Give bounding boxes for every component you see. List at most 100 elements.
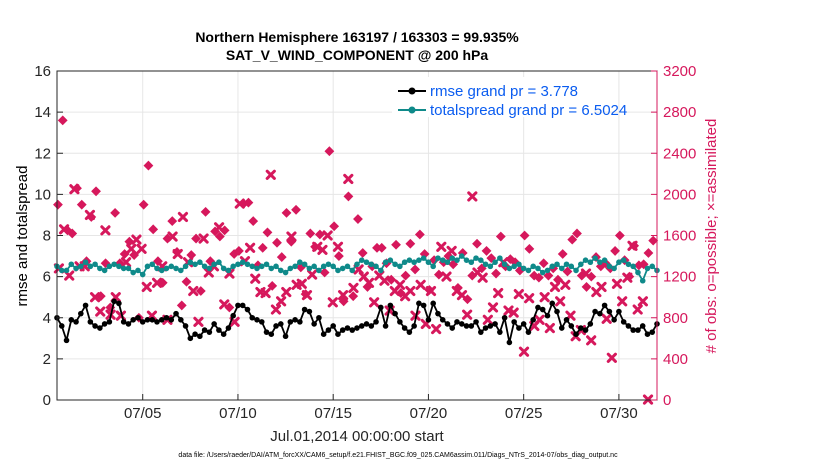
obs-possible-point (143, 160, 154, 171)
totalspread-point (468, 259, 475, 266)
rmse-point (587, 321, 594, 327)
totalspread-point (149, 261, 156, 268)
obs-assimilated-point (369, 297, 380, 308)
totalspread-point (325, 261, 332, 268)
totalspread-point (225, 267, 232, 274)
obs-assimilated-point (606, 352, 617, 363)
totalspread-point (449, 255, 456, 261)
obs-assimilated-point (131, 234, 142, 245)
obs-possible-point (281, 207, 292, 218)
obs-assimilated-point (95, 306, 106, 317)
obs-possible-point (414, 229, 425, 240)
rmse-point (225, 325, 232, 331)
totalspread-point (116, 263, 122, 270)
x-tick-label: 07/15 (314, 405, 352, 422)
obs-assimilated-point (493, 287, 504, 299)
rmse-point (139, 319, 146, 325)
totalspread-point (125, 265, 132, 272)
rmse-point (601, 302, 608, 309)
rmse-point (406, 329, 413, 335)
left-tick-label: 4 (43, 310, 51, 327)
obs-possible-point (276, 252, 287, 262)
legend-spread-marker (408, 106, 416, 114)
rmse-point (378, 304, 384, 311)
obs-possible-point (267, 280, 278, 291)
obs-possible-point (410, 264, 421, 275)
totalspread-point (287, 265, 294, 272)
totalspread-point (201, 263, 208, 270)
totalspread-point (568, 263, 575, 270)
totalspread-point (473, 255, 479, 261)
rmse-point (411, 323, 417, 329)
rmse-point (97, 325, 103, 331)
totalspread-point (439, 257, 446, 263)
rmse-point (630, 327, 636, 333)
obs-possible-point (524, 243, 535, 254)
rmse-point (320, 331, 327, 338)
rmse-point (558, 325, 565, 331)
rmse-point (282, 333, 289, 340)
totalspread-point (82, 259, 89, 266)
obs-assimilated-point (405, 285, 416, 297)
obs-possible-point (376, 242, 387, 253)
obs-possible-point (262, 227, 273, 238)
rmse-point (78, 310, 84, 317)
obs-assimilated-point (260, 287, 271, 299)
obs-possible-point (348, 291, 359, 302)
totalspread-point (120, 265, 127, 272)
rmse-point (258, 319, 265, 325)
totalspread-point (230, 263, 236, 270)
rmse-point (173, 310, 179, 317)
obs-assimilated-point (193, 316, 204, 327)
totalspread-point (292, 263, 298, 270)
obs-assimilated-point (245, 242, 256, 253)
rmse-point (158, 317, 165, 323)
totalspread-point (163, 265, 170, 272)
totalspread-point (506, 265, 513, 272)
totalspread-point (511, 263, 517, 270)
obs-assimilated-point (343, 173, 354, 185)
rmse-point (287, 319, 294, 325)
obs-assimilated-point (555, 296, 566, 307)
totalspread-point (106, 263, 113, 270)
obs-possible-point (533, 272, 544, 283)
obs-possible-point (57, 115, 68, 126)
rmse-point (297, 319, 303, 325)
obs-assimilated-point (276, 296, 287, 307)
obs-assimilated-point (332, 241, 344, 252)
rmse-point (249, 314, 256, 321)
rmse-point (492, 321, 498, 327)
rmse-point (535, 304, 541, 311)
totalspread-point (358, 257, 365, 263)
totalspread-point (297, 259, 303, 266)
totalspread-point (501, 261, 508, 268)
totalspread-point (444, 259, 451, 266)
rmse-point (68, 317, 75, 323)
obs-possible-point (557, 249, 568, 259)
rmse-point (230, 312, 236, 319)
x-axis-ticks: 07/05 07/10 07/15 07/20 07/25 07/30 (124, 394, 638, 422)
totalspread-point (368, 261, 375, 268)
legend: rmse grand pr = 3.778 totalspread grand … (392, 77, 627, 119)
totalspread-point (592, 255, 598, 261)
right-tick-label: 2800 (663, 104, 696, 121)
rmse-point (416, 300, 422, 307)
totalspread-point (101, 267, 108, 274)
totalspread-point (154, 265, 160, 272)
totalspread-point (206, 265, 213, 272)
rmse-point (544, 312, 551, 319)
obs-possible-point (353, 214, 363, 224)
obs-possible-point (167, 216, 178, 227)
obs-assimilated-point (524, 293, 535, 304)
y-axis-label-left: rmse and totalspread (14, 166, 31, 307)
obs-assimilated-point (379, 275, 390, 286)
data-file-footer: data file: /Users/raeder/DAI/ATM_forcXX/… (178, 452, 618, 459)
totalspread-point (311, 263, 317, 270)
obs-assimilated-point (338, 290, 349, 301)
obs-possible-point (610, 246, 621, 256)
obs-assimilated-point (518, 346, 530, 357)
obs-assimilated-point (281, 286, 292, 298)
rmse-point (101, 321, 108, 327)
obs-assimilated-point (611, 278, 623, 289)
rmse-point (344, 325, 351, 331)
